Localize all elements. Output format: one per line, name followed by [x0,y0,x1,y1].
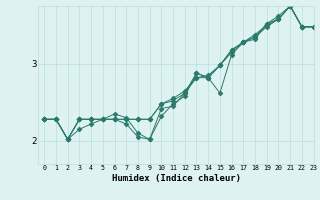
X-axis label: Humidex (Indice chaleur): Humidex (Indice chaleur) [111,174,241,183]
